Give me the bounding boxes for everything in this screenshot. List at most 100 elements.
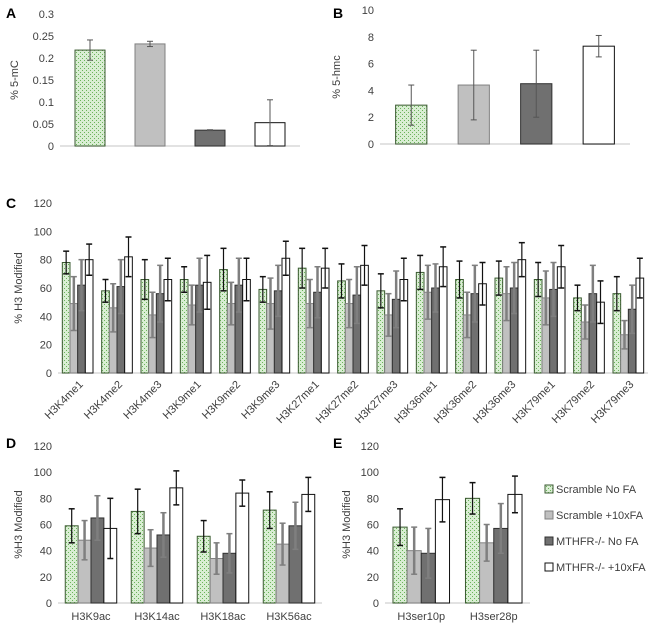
error-bar (629, 284, 636, 335)
legend-swatch (544, 510, 554, 520)
y-tick-label: 80 (367, 493, 379, 505)
legend-item: MTHFR-/- +10xFA (544, 562, 646, 574)
y-tick-label: 100 (361, 467, 379, 479)
error-bar (207, 129, 213, 132)
error-bar (102, 278, 109, 303)
error-bar (267, 99, 273, 147)
error-bar (533, 49, 540, 118)
bar (84, 259, 94, 374)
error-bar (470, 49, 477, 121)
error-bar (305, 476, 312, 513)
y-tick-label: 60 (40, 283, 52, 295)
y-axis-label: % H3 Modified (13, 252, 25, 324)
panel-letter: D (6, 435, 16, 451)
error-bar (226, 532, 233, 574)
error-bar (134, 488, 141, 535)
y-tick-label: 0.05 (33, 119, 54, 131)
error-bar (346, 278, 353, 329)
bar (134, 43, 166, 147)
error-bar (542, 270, 549, 326)
error-bar (397, 508, 404, 547)
error-bar (63, 250, 70, 275)
error-bar (204, 254, 211, 310)
error-bar (425, 527, 432, 579)
error-bar (408, 84, 415, 126)
y-axis-label: % 5-hmc (331, 55, 343, 99)
bar (101, 290, 110, 374)
y-tick-label: 60 (40, 520, 52, 532)
bar (235, 492, 250, 604)
error-bar (275, 264, 282, 318)
x-tick-label: H3K9ac (71, 611, 111, 623)
error-bar (292, 501, 299, 551)
error-bar (147, 40, 153, 48)
error-bar (518, 241, 525, 278)
bar (74, 49, 106, 147)
error-bar (479, 261, 486, 306)
panel-b: B 0 2 4 6 8 10 % 5-hmc (331, 5, 630, 151)
error-bar (621, 319, 628, 350)
y-tick-label: 8 (368, 32, 374, 44)
bar (582, 45, 615, 145)
y-tick-label: 0.2 (39, 53, 54, 65)
error-bar (471, 264, 478, 323)
error-bar (220, 247, 227, 292)
error-bar (299, 247, 306, 289)
error-bar (86, 243, 93, 276)
x-tick-label: H3K9me2 (200, 379, 243, 422)
y-tick-label: 0 (368, 139, 374, 151)
error-bar (110, 283, 117, 333)
x-tick-label: H3K9me1 (161, 379, 204, 422)
y-tick-label: 80 (40, 255, 52, 267)
error-bar (107, 497, 114, 560)
error-bar (164, 257, 171, 302)
y-tick-label: 40 (367, 546, 379, 558)
y-tick-label: 20 (40, 572, 52, 584)
y-tick-label: 0.15 (33, 75, 54, 87)
error-bar (377, 273, 384, 309)
error-bar (213, 542, 220, 575)
legend-label: Scramble No FA (556, 484, 637, 496)
error-bar (353, 266, 360, 325)
y-tick-label: 6 (368, 59, 374, 71)
error-bar (235, 257, 242, 313)
error-bar (228, 281, 235, 326)
error-bar (432, 263, 439, 313)
y-tick-label: 100 (34, 467, 52, 479)
y-tick-label: 10 (362, 5, 374, 17)
error-bar (361, 244, 368, 286)
error-bar (141, 258, 148, 301)
x-tick-label: H3K4me2 (82, 379, 125, 422)
error-bar (385, 292, 392, 337)
error-bar (259, 275, 266, 303)
x-tick-label: H3K18ac (200, 611, 246, 623)
y-axis-label: % 5-mC (9, 60, 21, 100)
legend-swatch (544, 562, 554, 572)
y-tick-label: 120 (34, 198, 52, 210)
error-bar (81, 519, 88, 561)
error-bar (306, 278, 313, 329)
error-bar (188, 284, 195, 326)
error-bar (266, 491, 273, 530)
bar (61, 262, 71, 374)
y-tick-label: 40 (40, 311, 52, 323)
y-tick-label: 100 (34, 226, 52, 238)
error-bar (267, 277, 274, 330)
panel-e: E 0 20 40 60 80 100 120 %H3 Modified H3ser10p H3se… (333, 435, 530, 623)
error-bar (582, 304, 589, 340)
error-bar (157, 264, 164, 323)
panel-letter: C (6, 195, 16, 211)
error-bar (200, 519, 207, 553)
y-tick-label: 20 (40, 340, 52, 352)
y-tick-label: 0.25 (33, 31, 54, 43)
error-bar (595, 34, 602, 58)
y-tick-label: 0.3 (39, 9, 54, 21)
error-bar (94, 494, 101, 541)
error-bar (613, 275, 620, 312)
error-bar (411, 526, 418, 575)
error-bar (550, 261, 557, 318)
legend-swatch (544, 484, 554, 494)
y-tick-label: 2 (368, 112, 374, 124)
x-tick-label: H3ser10p (397, 611, 445, 623)
